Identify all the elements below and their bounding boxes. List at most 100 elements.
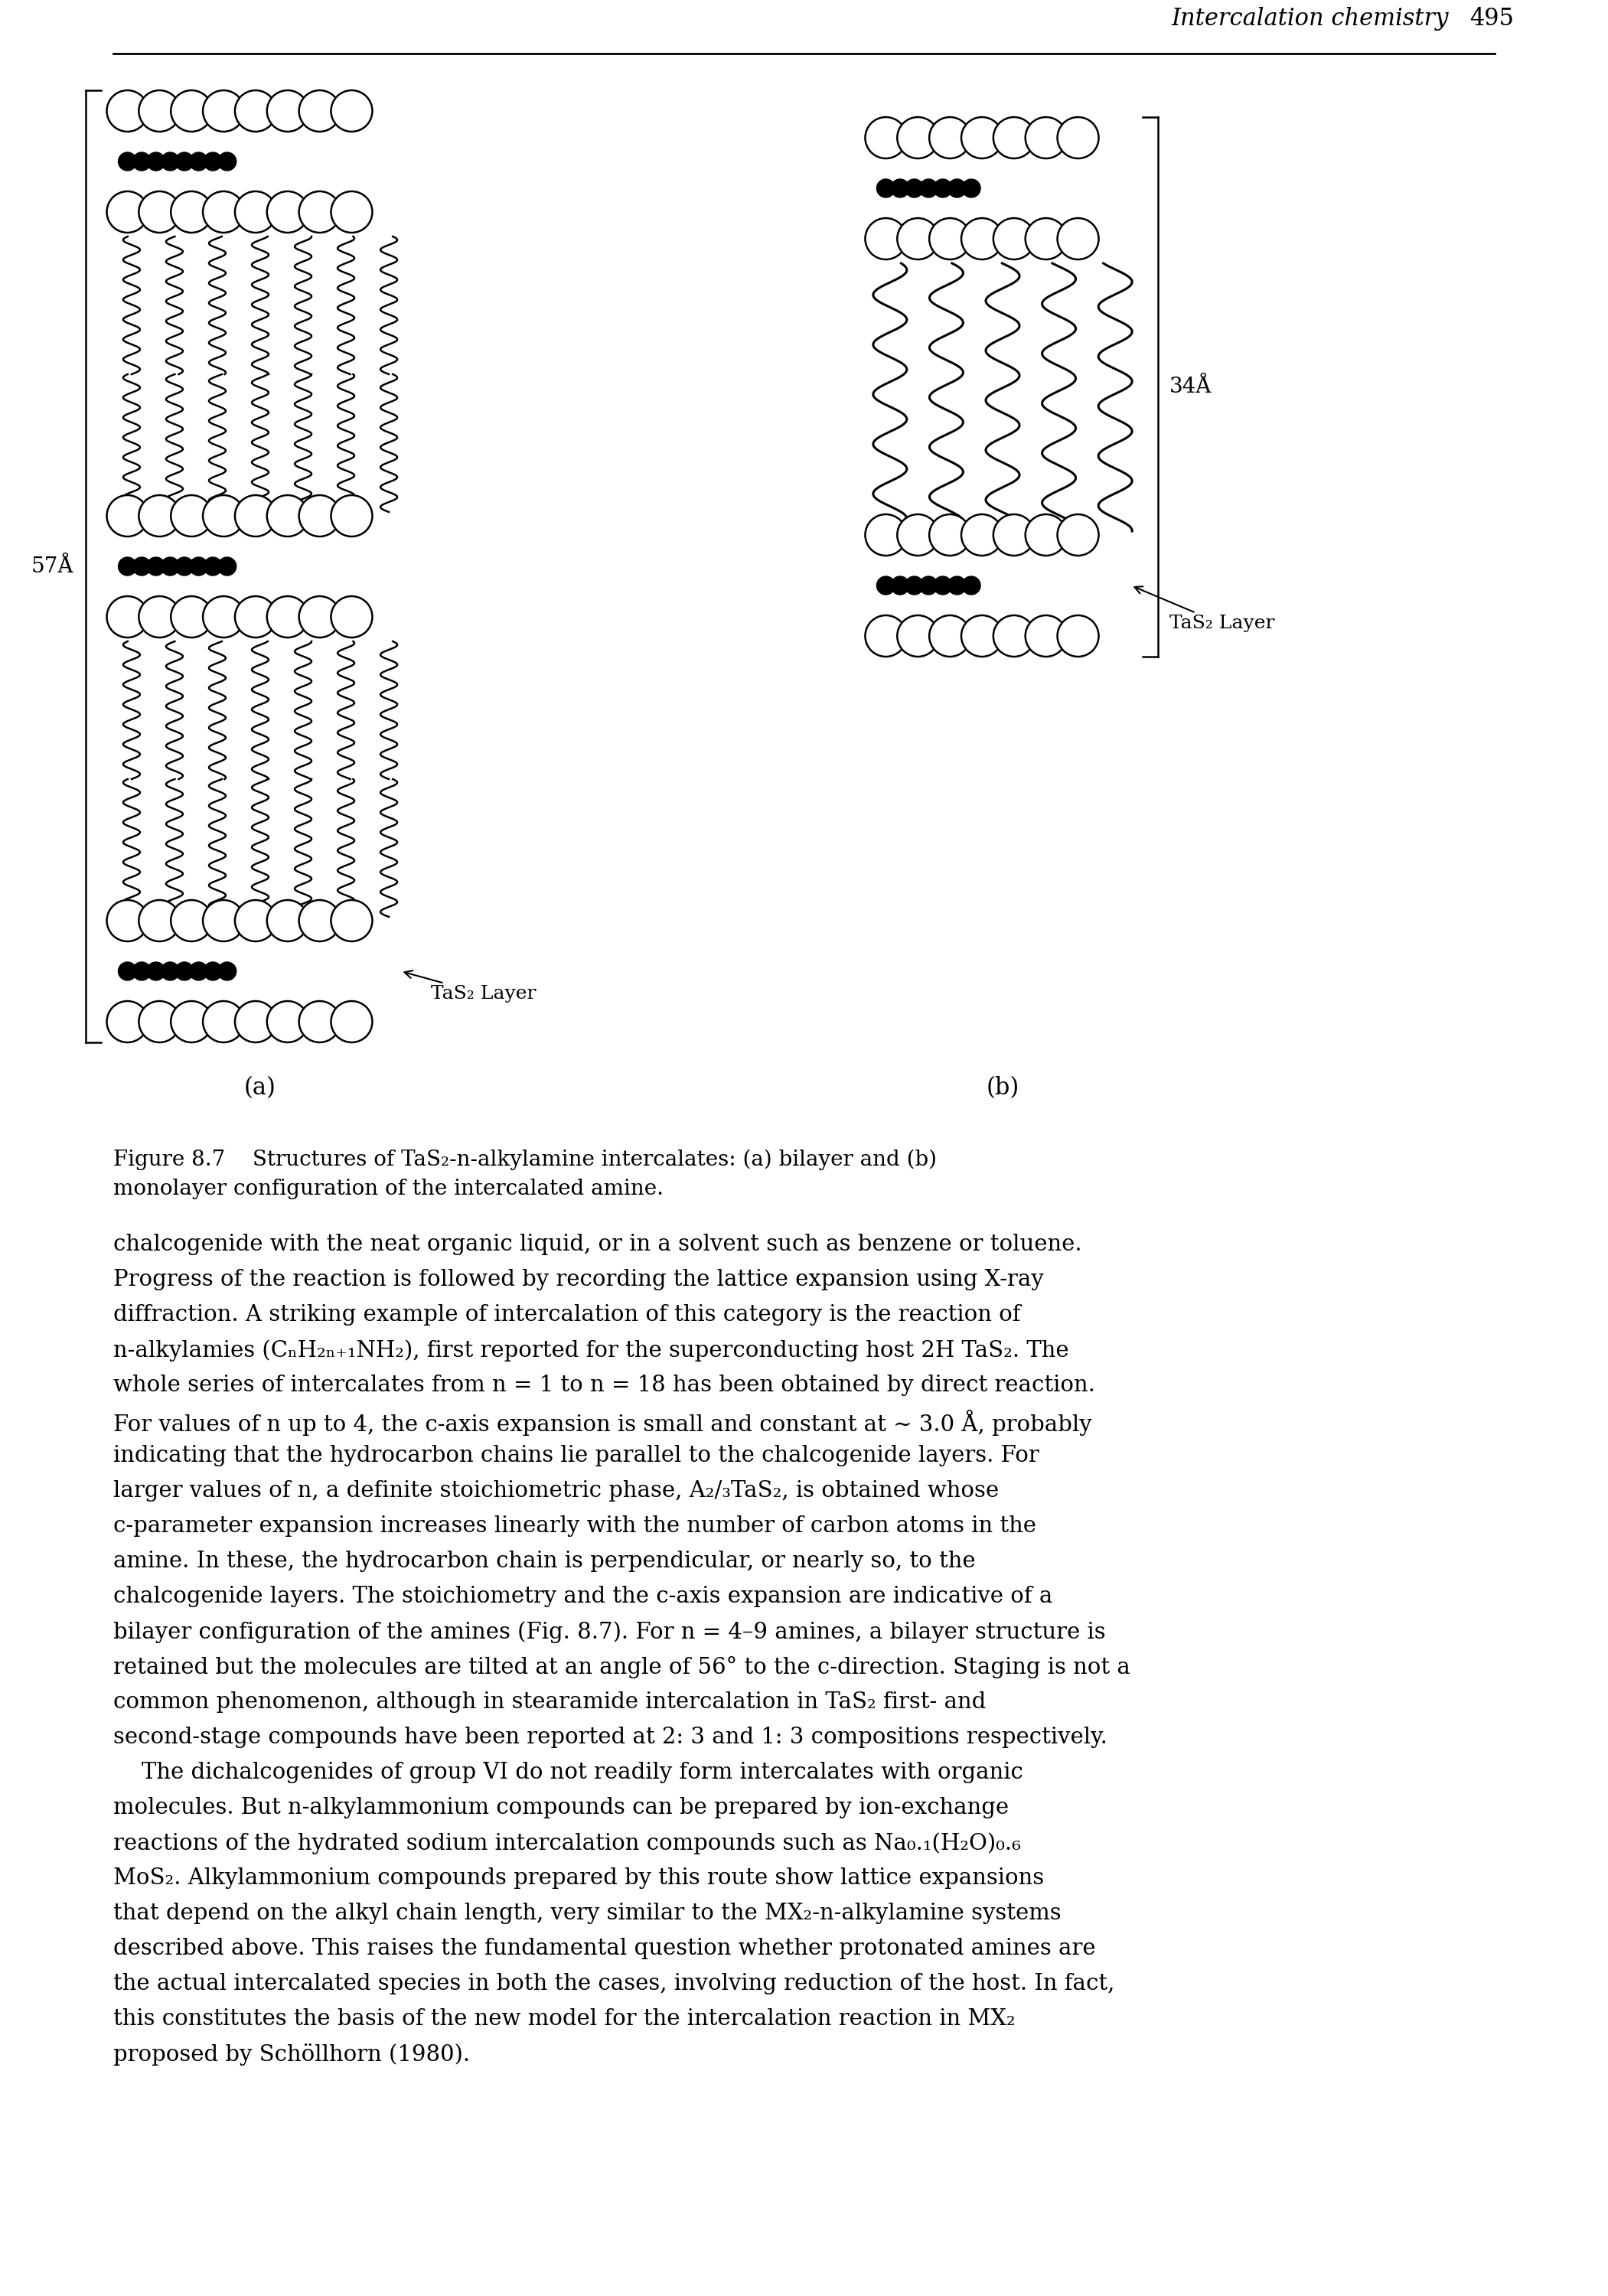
Circle shape <box>138 900 180 941</box>
Circle shape <box>897 117 939 158</box>
Text: Intercalation chemistry: Intercalation chemistry <box>1171 7 1449 30</box>
Circle shape <box>203 90 244 131</box>
Circle shape <box>929 615 971 657</box>
Circle shape <box>106 900 148 941</box>
Text: molecules. But n-alkylammonium compounds can be prepared by ion-exchange: molecules. But n-alkylammonium compounds… <box>113 1798 1008 1818</box>
Text: monolayer configuration of the intercalated amine.: monolayer configuration of the intercala… <box>113 1178 664 1199</box>
Text: amine. In these, the hydrocarbon chain is perpendicular, or nearly so, to the: amine. In these, the hydrocarbon chain i… <box>113 1550 976 1573</box>
Circle shape <box>947 179 966 197</box>
Circle shape <box>331 1001 373 1042</box>
Circle shape <box>299 191 341 232</box>
Circle shape <box>203 597 244 638</box>
Circle shape <box>146 152 166 170</box>
Circle shape <box>203 1001 244 1042</box>
Circle shape <box>865 615 907 657</box>
Text: The dichalcogenides of group VI do not readily form intercalates with organic: The dichalcogenides of group VI do not r… <box>113 1761 1023 1784</box>
Circle shape <box>119 152 137 170</box>
Circle shape <box>994 615 1034 657</box>
Circle shape <box>190 558 207 576</box>
Circle shape <box>1058 218 1098 259</box>
Circle shape <box>891 576 909 595</box>
Circle shape <box>119 962 137 980</box>
Text: (a): (a) <box>244 1077 277 1100</box>
Circle shape <box>299 597 341 638</box>
Circle shape <box>299 1001 341 1042</box>
Circle shape <box>897 615 939 657</box>
Text: diffraction. A striking example of intercalation of this category is the reactio: diffraction. A striking example of inter… <box>113 1304 1021 1325</box>
Circle shape <box>267 1001 309 1042</box>
Circle shape <box>929 514 971 556</box>
Circle shape <box>203 900 244 941</box>
Text: 495: 495 <box>1470 7 1513 30</box>
Circle shape <box>331 597 373 638</box>
Circle shape <box>204 558 222 576</box>
Circle shape <box>235 900 277 941</box>
Circle shape <box>106 191 148 232</box>
Text: c-parameter expansion increases linearly with the number of carbon atoms in the: c-parameter expansion increases linearly… <box>113 1515 1036 1536</box>
Circle shape <box>190 152 207 170</box>
Text: described above. This raises the fundamental question whether protonated amines : described above. This raises the fundame… <box>113 1938 1095 1958</box>
Circle shape <box>876 576 896 595</box>
Circle shape <box>929 117 971 158</box>
Circle shape <box>170 900 212 941</box>
Circle shape <box>175 558 193 576</box>
Circle shape <box>175 962 193 980</box>
Circle shape <box>1058 117 1098 158</box>
Circle shape <box>934 576 952 595</box>
Circle shape <box>235 496 277 537</box>
Circle shape <box>219 152 236 170</box>
Text: reactions of the hydrated sodium intercalation compounds such as Na₀.₁(H₂O)₀.₆: reactions of the hydrated sodium interca… <box>113 1832 1021 1855</box>
Circle shape <box>146 962 166 980</box>
Circle shape <box>962 615 1003 657</box>
Text: n-alkylamies (CₙH₂ₙ₊₁NH₂), first reported for the superconducting host 2H TaS₂. : n-alkylamies (CₙH₂ₙ₊₁NH₂), first reporte… <box>113 1339 1069 1362</box>
Text: MoS₂. Alkylammonium compounds prepared by this route show lattice expansions: MoS₂. Alkylammonium compounds prepared b… <box>113 1867 1044 1890</box>
Circle shape <box>203 496 244 537</box>
Circle shape <box>331 496 373 537</box>
Circle shape <box>203 191 244 232</box>
Text: bilayer configuration of the amines (Fig. 8.7). For n = 4–9 amines, a bilayer st: bilayer configuration of the amines (Fig… <box>113 1621 1106 1644</box>
Text: 57Å: 57Å <box>32 556 74 576</box>
Circle shape <box>920 576 937 595</box>
Circle shape <box>929 218 971 259</box>
Circle shape <box>132 558 151 576</box>
Text: the actual intercalated species in both the cases, involving reduction of the ho: the actual intercalated species in both … <box>113 1972 1114 1995</box>
Circle shape <box>267 496 309 537</box>
Circle shape <box>891 179 909 197</box>
Circle shape <box>132 962 151 980</box>
Circle shape <box>994 218 1034 259</box>
Circle shape <box>865 117 907 158</box>
Circle shape <box>994 514 1034 556</box>
Text: that depend on the alkyl chain length, very similar to the MX₂-n-alkylamine syst: that depend on the alkyl chain length, v… <box>113 1903 1061 1924</box>
Circle shape <box>161 152 180 170</box>
Text: chalcogenide with the neat organic liquid, or in a solvent such as benzene or to: chalcogenide with the neat organic liqui… <box>113 1233 1082 1256</box>
Circle shape <box>267 597 309 638</box>
Circle shape <box>1026 117 1066 158</box>
Circle shape <box>119 558 137 576</box>
Text: proposed by Schöllhorn (1980).: proposed by Schöllhorn (1980). <box>113 2043 470 2066</box>
Text: TaS₂ Layer: TaS₂ Layer <box>404 971 537 1003</box>
Circle shape <box>235 1001 277 1042</box>
Circle shape <box>1026 615 1066 657</box>
Text: Figure 8.7    Structures of TaS₂-n-alkylamine intercalates: (a) bilayer and (b): Figure 8.7 Structures of TaS₂-n-alkylami… <box>113 1150 937 1171</box>
Circle shape <box>138 597 180 638</box>
Circle shape <box>994 117 1034 158</box>
Circle shape <box>161 962 180 980</box>
Circle shape <box>170 90 212 131</box>
Circle shape <box>331 191 373 232</box>
Circle shape <box>865 514 907 556</box>
Circle shape <box>876 179 896 197</box>
Circle shape <box>1058 615 1098 657</box>
Text: TaS₂ Layer: TaS₂ Layer <box>1134 585 1275 634</box>
Circle shape <box>962 179 981 197</box>
Circle shape <box>146 558 166 576</box>
Text: (b): (b) <box>986 1077 1019 1100</box>
Circle shape <box>235 191 277 232</box>
Circle shape <box>299 90 341 131</box>
Circle shape <box>331 900 373 941</box>
Circle shape <box>132 152 151 170</box>
Circle shape <box>897 514 939 556</box>
Circle shape <box>299 496 341 537</box>
Circle shape <box>190 962 207 980</box>
Circle shape <box>962 514 1003 556</box>
Circle shape <box>235 597 277 638</box>
